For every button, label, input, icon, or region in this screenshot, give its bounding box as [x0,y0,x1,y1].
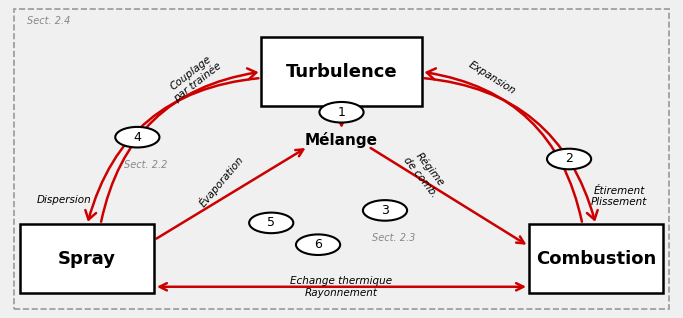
Text: Turbulence: Turbulence [285,63,398,81]
FancyBboxPatch shape [20,225,154,293]
Text: 4: 4 [133,131,141,144]
Circle shape [249,213,293,233]
Circle shape [320,102,363,122]
Text: Couplage
par trainée: Couplage par trainée [165,52,224,104]
Circle shape [363,200,407,221]
FancyArrowPatch shape [85,78,258,220]
Text: Expansion: Expansion [466,59,518,96]
FancyArrowPatch shape [425,78,598,220]
Text: Mélange: Mélange [305,132,378,148]
Text: Étirement
Plissement: Étirement Plissement [591,186,647,207]
Text: 1: 1 [337,106,346,119]
Text: 3: 3 [381,204,389,217]
FancyArrowPatch shape [427,68,582,222]
Text: 2: 2 [565,153,573,165]
Circle shape [547,149,591,169]
Text: 5: 5 [267,216,275,229]
Text: Dispersion: Dispersion [36,195,91,204]
FancyBboxPatch shape [261,38,422,106]
FancyArrowPatch shape [101,68,256,222]
Circle shape [115,127,159,148]
FancyBboxPatch shape [529,225,663,293]
Text: Combustion: Combustion [535,250,656,268]
Text: Echange thermique
Rayonnement: Echange thermique Rayonnement [290,276,393,298]
Circle shape [296,234,340,255]
Text: Sect. 2.3: Sect. 2.3 [372,233,415,244]
Text: 6: 6 [314,238,322,251]
Text: Spray: Spray [58,250,116,268]
Text: Sect. 2.4: Sect. 2.4 [27,16,70,26]
Text: Régime
de comb.: Régime de comb. [402,147,449,199]
Text: Évaporation: Évaporation [196,153,246,209]
Text: Sect. 2.2: Sect. 2.2 [124,160,167,170]
